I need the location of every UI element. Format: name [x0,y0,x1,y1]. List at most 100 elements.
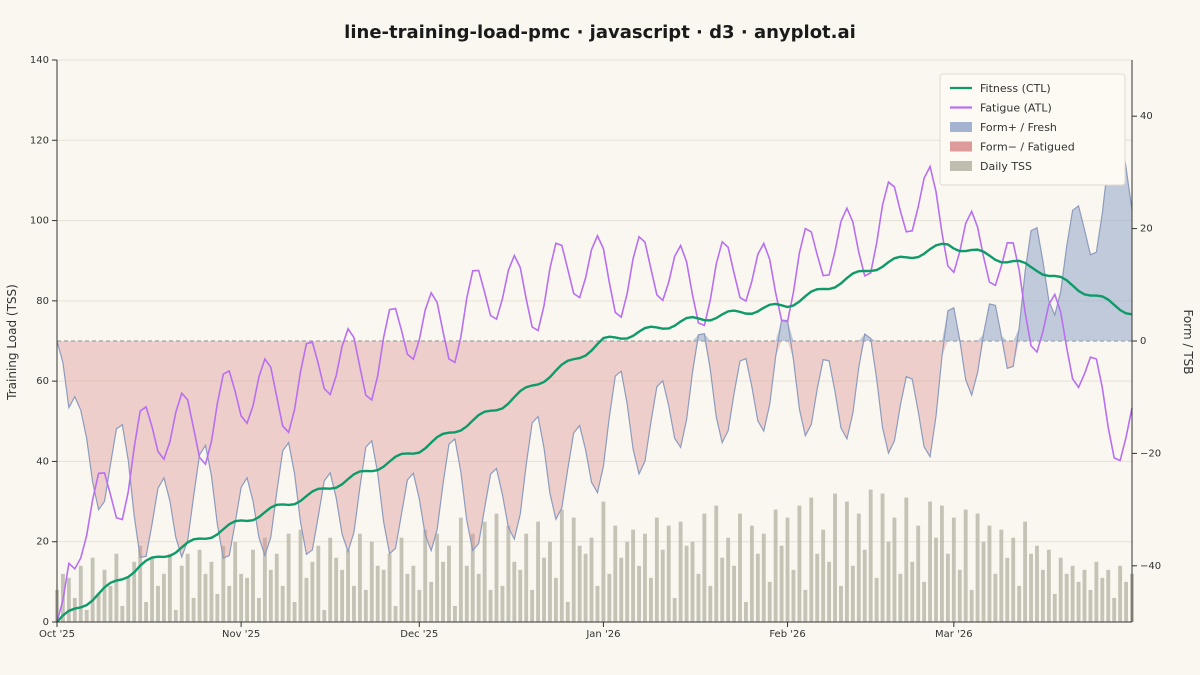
tss-bar-114 [732,565,737,622]
tss-bar-123 [785,517,790,622]
form-line [56,125,1133,559]
tss-bar-170 [1064,573,1069,622]
tss-bar-70 [470,533,475,622]
tss-bar-113 [726,537,731,622]
legend: Fitness (CTL) Fatigue (ATL) Form+ / Fresh F… [939,73,1126,186]
tss-bar-66 [447,545,451,622]
tss-bar-2 [66,577,71,622]
tss-bar-67 [452,605,457,622]
fatigue-atl-line [56,164,1133,623]
tss-bar-139 [880,493,885,622]
tss-bar-111 [714,505,719,622]
tss-bar-151 [951,517,956,622]
legend-label-form_neg: Form− / Fatigued [980,141,1075,154]
form-areas [56,125,1133,559]
tss-bar-30 [233,541,238,622]
tss-bar-146 [922,581,927,622]
y-axis-right-label: Form / TSB [1181,309,1195,374]
tss-bar-172 [1076,581,1081,622]
tss-bar-64 [435,533,440,622]
left-tick-label: 0 [43,617,49,628]
tss-bar-88 [577,545,582,622]
tss-bar-155 [975,513,980,622]
right-tick-label: −20 [1140,448,1161,459]
tss-bar-27 [215,593,220,622]
tss-bar-77 [512,561,517,622]
tss-bar-41 [298,529,303,622]
tss-bar-24 [197,549,202,622]
legend-swatch-form_neg [950,141,972,152]
fitness-ctl-line [56,242,1133,623]
tss-bar-22 [185,553,190,622]
tss-bar-150 [945,553,950,622]
tss-bar-86 [565,601,570,622]
left-tick-label: 80 [36,296,49,307]
tss-bar-25 [203,573,208,622]
tss-bar-49 [346,549,350,622]
tss-bar-157 [987,525,992,622]
tss-bar-9 [108,585,113,622]
tss-bar-138 [874,577,879,622]
tss-bar-61 [417,589,422,622]
tss-bar-124 [791,569,796,622]
training-lines [56,164,1133,623]
tss-bar-16 [150,557,154,622]
left-axis-ticks: 0 20 40 60 80 100 120 140 [30,55,57,628]
tss-bar-177 [1106,569,1111,622]
right-tick-label: 20 [1140,224,1153,235]
y-axis-left-label: Training Load (TSS) [5,284,19,401]
tss-bar-43 [310,561,315,622]
tss-bar-54 [375,565,380,622]
tss-bar-97 [631,529,636,622]
tss-bar-85 [559,509,564,622]
tss-bar-59 [405,573,410,622]
tss-bar-72 [482,521,487,622]
tss-bar-40 [292,601,297,622]
tss-bar-158 [993,573,998,622]
tss-bar-69 [464,565,469,622]
tss-bar-56 [387,553,392,622]
tss-bar-102 [660,549,665,622]
tss-bar-23 [191,597,196,622]
legend-swatch-tss [950,161,972,171]
tss-bar-84 [553,577,558,622]
tss-bar-4 [78,565,83,622]
tss-bar-37 [274,553,279,622]
tss-bar-51 [357,533,362,622]
tss-bar-53 [369,541,374,622]
tss-bar-126 [803,589,808,622]
tss-bar-106 [684,545,689,622]
tss-bar-55 [381,569,386,622]
tss-bar-137 [868,489,873,622]
tss-bar-34 [257,597,261,622]
tss-bar-82 [542,557,546,622]
right-tick-label: −40 [1140,561,1161,572]
tss-bar-21 [179,565,184,622]
tss-bar-112 [720,557,725,622]
tss-bar-57 [393,605,398,622]
tss-bar-130 [827,561,832,622]
tss-bar-13 [132,561,137,622]
tss-bar-20 [173,609,178,622]
tss-bar-169 [1058,557,1063,622]
tss-bar-79 [524,533,529,622]
tss-bar-153 [963,509,968,622]
tss-bar-3 [72,597,77,622]
tss-bar-118 [755,553,760,622]
tss-bar-95 [619,557,624,622]
tss-bar-117 [749,525,754,622]
left-tick-label: 120 [30,135,49,146]
tss-bar-80 [530,589,535,622]
tss-bar-104 [672,597,677,622]
tss-bar-160 [1005,557,1010,622]
right-tick-label: 40 [1140,111,1153,122]
tss-bar-121 [773,509,778,622]
tss-bar-103 [666,525,671,622]
tss-bar-178 [1112,597,1117,622]
tss-bar-68 [458,517,463,622]
tss-bar-39 [286,533,291,622]
x-tick-label: Feb '26 [769,629,805,640]
tss-bar-44 [316,545,321,622]
tss-bar-171 [1070,565,1075,622]
tss-bar-105 [678,521,683,622]
